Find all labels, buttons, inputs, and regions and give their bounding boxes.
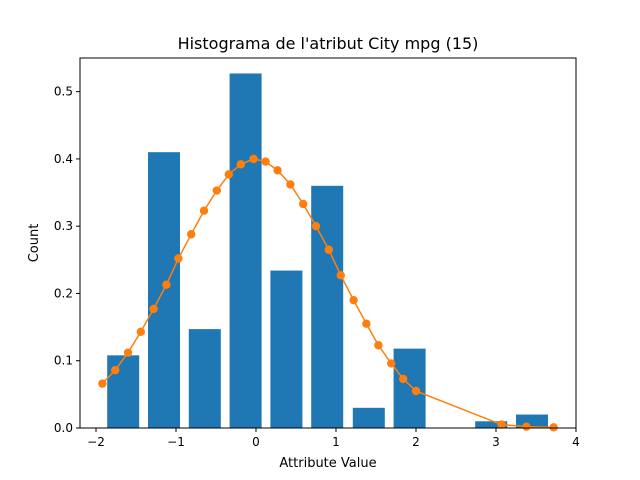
- curve-layer: [98, 154, 558, 432]
- density-curve-point: [362, 319, 371, 328]
- density-curve-point: [136, 327, 145, 336]
- density-curve-point: [261, 157, 270, 166]
- density-curve-point: [162, 280, 171, 289]
- y-tick-label: 0.1: [54, 354, 73, 368]
- density-curve-point: [549, 423, 558, 432]
- bars-layer: [107, 73, 548, 429]
- density-curve-point: [299, 199, 308, 209]
- density-curve-point: [273, 166, 282, 175]
- density-curve-point: [149, 304, 158, 314]
- y-tick-label: 0.4: [54, 152, 73, 166]
- density-curve-point: [286, 180, 295, 189]
- histogram-bar: [270, 270, 303, 428]
- density-curve-point: [497, 420, 506, 429]
- histogram-bar: [475, 421, 508, 428]
- x-tick-label: 4: [572, 435, 580, 449]
- histogram-bar: [393, 348, 426, 428]
- x-tick-label: −1: [167, 435, 185, 449]
- density-curve-point: [311, 221, 321, 231]
- histogram-bar: [188, 329, 221, 428]
- density-curve-point: [336, 271, 345, 280]
- density-curve-point: [98, 379, 107, 388]
- density-curve-point: [212, 186, 221, 195]
- density-curve-point: [187, 230, 196, 239]
- x-tick-label: 2: [412, 435, 420, 449]
- y-tick-label: 0.5: [54, 85, 73, 99]
- histogram-bar: [229, 73, 262, 429]
- y-tick-label: 0.2: [54, 286, 73, 300]
- histogram-bar: [352, 407, 385, 428]
- x-tick-label: −2: [87, 435, 105, 449]
- histogram-bar: [107, 355, 140, 428]
- density-curve-point: [224, 170, 233, 179]
- x-tick-label: 3: [492, 435, 500, 449]
- x-tick-label: 1: [332, 435, 340, 449]
- y-axis-label: Count: [27, 224, 42, 263]
- density-curve-point: [411, 386, 421, 396]
- density-curve-point: [374, 341, 383, 350]
- x-axis-label: Attribute Value: [279, 456, 376, 471]
- y-axis-ticks: 0.0 0.1 0.2 0.3 0.4 0.5: [54, 85, 80, 435]
- density-curve-point: [387, 359, 396, 368]
- density-curve-point: [174, 254, 183, 263]
- density-curve-point: [324, 245, 333, 254]
- density-curve-point: [522, 422, 531, 431]
- y-tick-label: 0.0: [54, 421, 73, 435]
- x-tick-label: 0: [252, 435, 260, 449]
- density-curve-point: [349, 295, 358, 305]
- plot-frame: [79, 57, 577, 429]
- density-curve-point: [111, 365, 120, 375]
- y-tick-label: 0.3: [54, 219, 73, 233]
- density-curve-point: [249, 154, 258, 164]
- density-curve-point: [123, 348, 133, 357]
- density-curve-point: [236, 160, 245, 169]
- density-curve-point: [199, 206, 209, 215]
- chart-title: Histograma de l'atribut City mpg (15): [178, 34, 479, 53]
- x-axis-ticks: −2 −1 0 1 2 3 4: [87, 428, 580, 449]
- density-curve-point: [399, 374, 408, 384]
